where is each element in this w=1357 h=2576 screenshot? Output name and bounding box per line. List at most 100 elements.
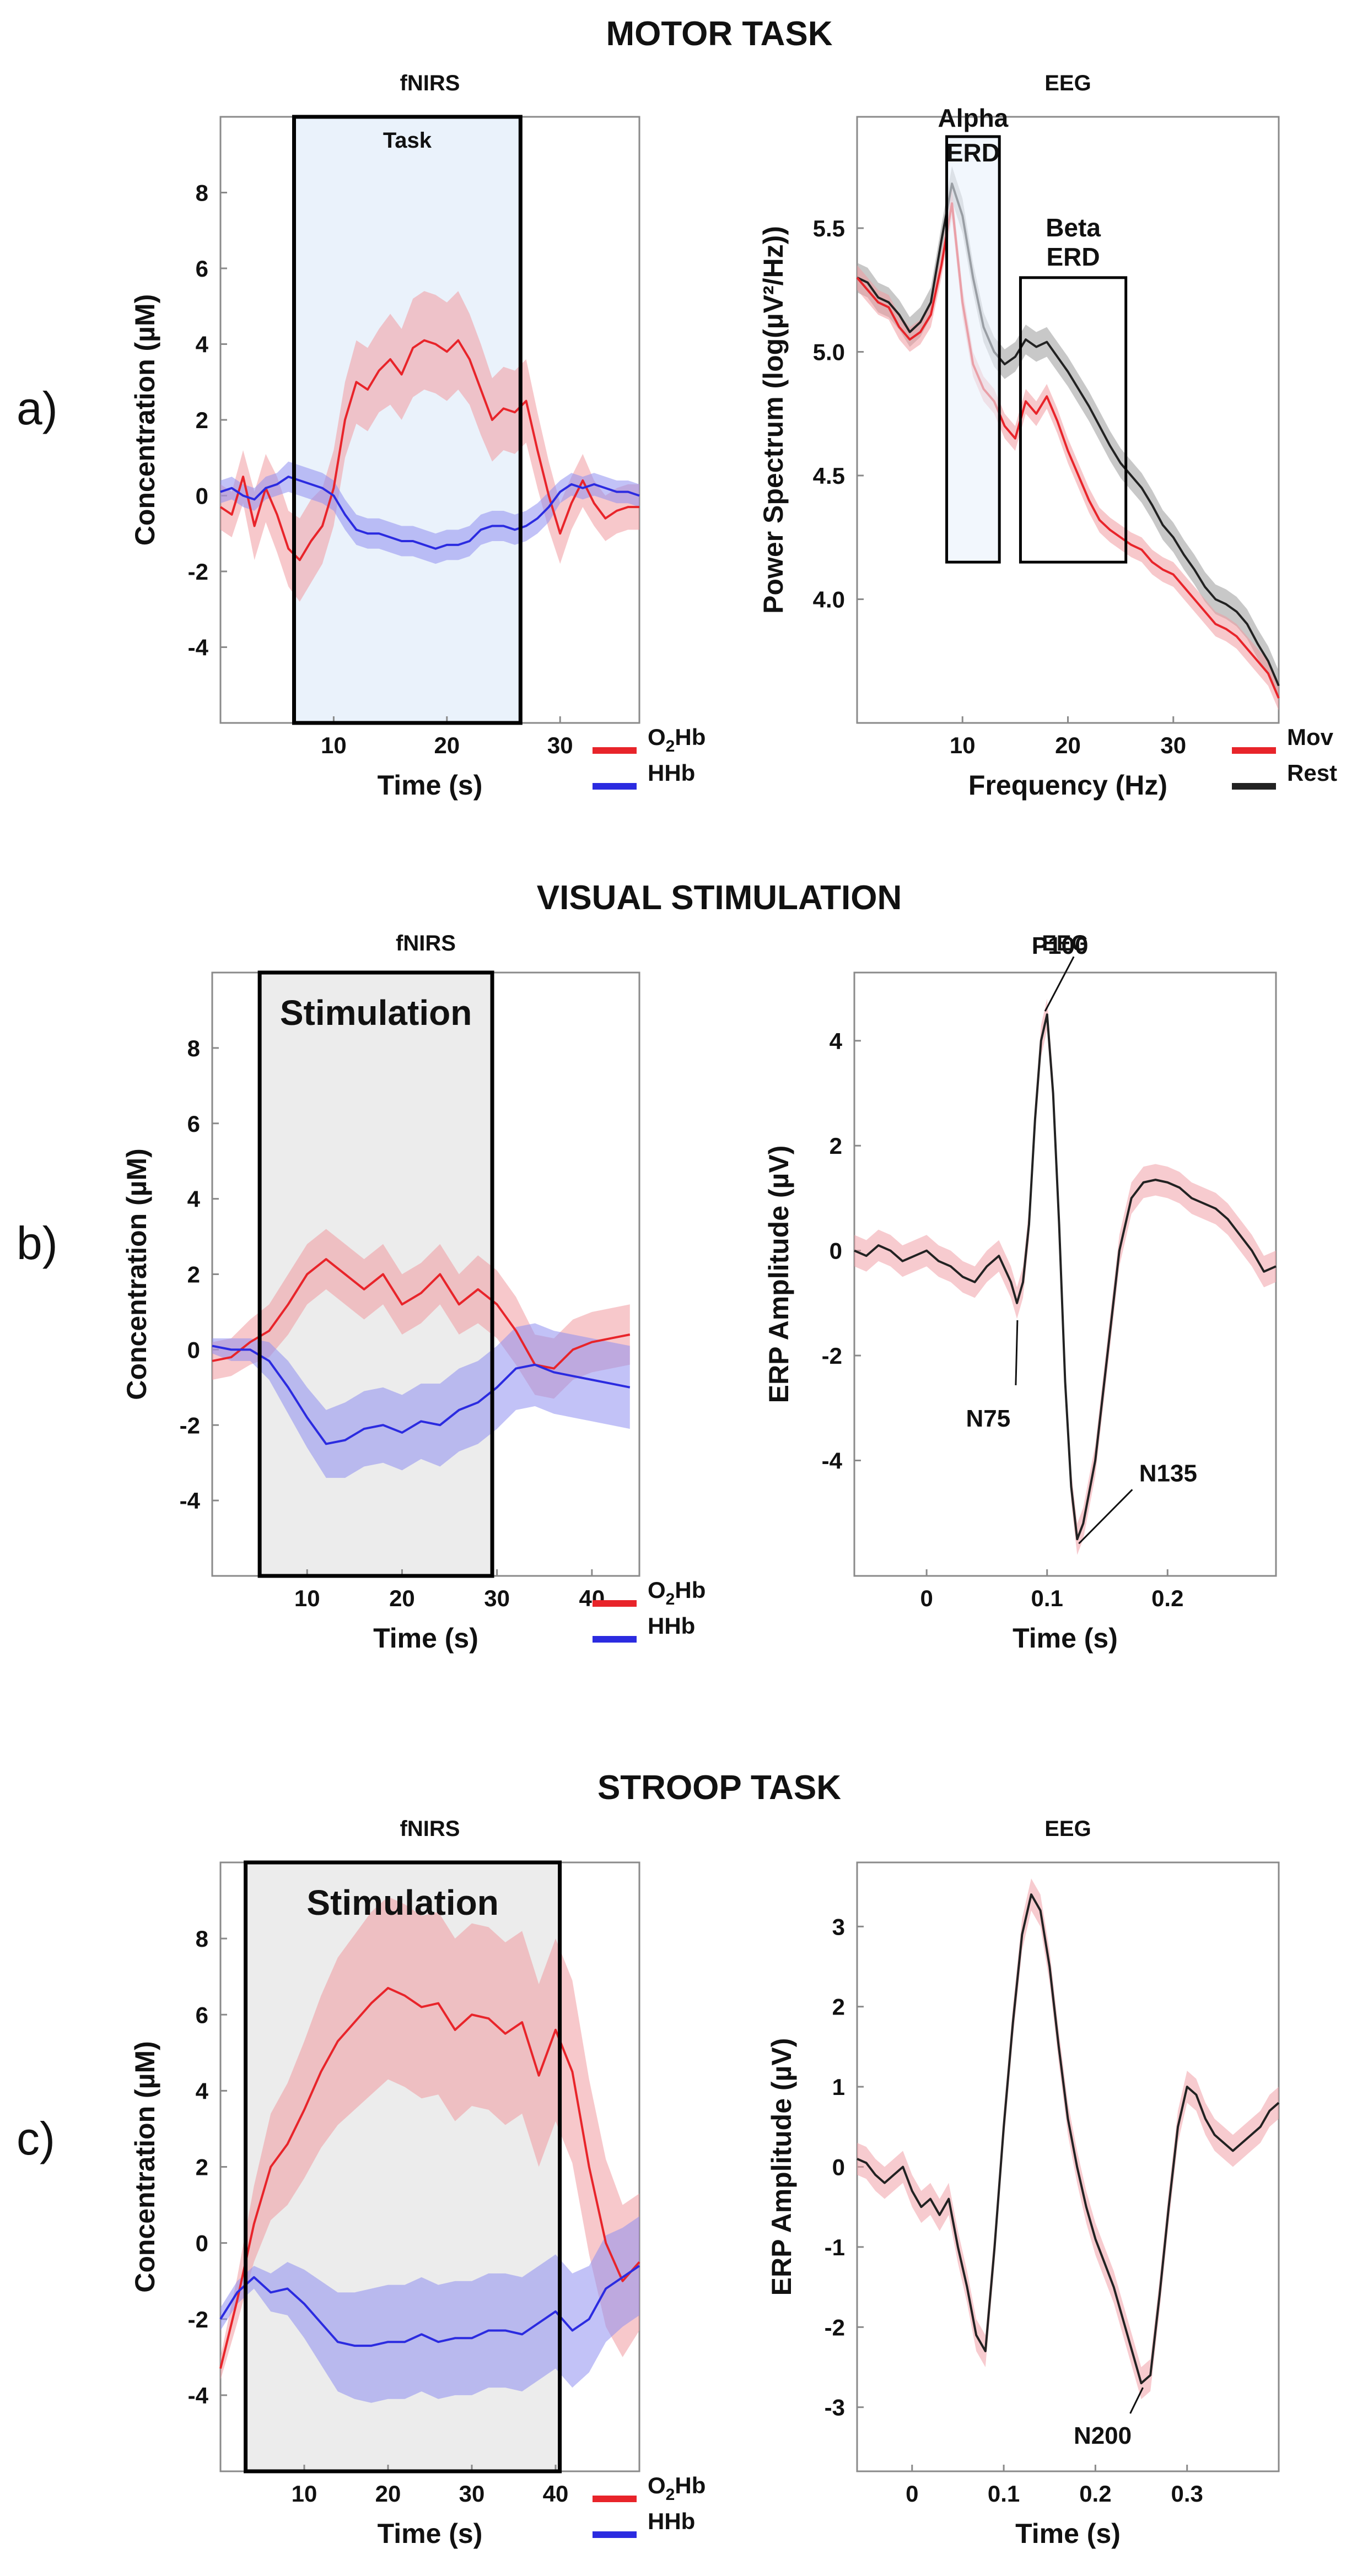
y-tick-label: 2 xyxy=(187,1262,200,1288)
x-tick-label: 30 xyxy=(547,732,573,758)
plot-title: fNIRS xyxy=(400,71,460,95)
x-tick-label: 0.2 xyxy=(1079,2481,1111,2507)
y-tick-label: 6 xyxy=(187,1111,200,1137)
x-tick-label: 10 xyxy=(294,1585,320,1611)
x-axis-label: Time (s) xyxy=(1015,2518,1121,2549)
annotation-arrow xyxy=(1129,2387,1144,2414)
legend-label: O2Hb xyxy=(648,2472,706,2504)
panel-label-c: c) xyxy=(17,2113,55,2164)
erd-box xyxy=(945,135,1001,564)
y-tick-label: 2 xyxy=(196,407,208,433)
erd-box-label: Beta xyxy=(1046,213,1101,242)
plot-frame xyxy=(853,971,1277,1577)
x-tick-label: 0.1 xyxy=(988,2481,1020,2507)
chart-motor_eeg: 10 20 304.04.55.05.5AlphaERDBetaERDEEGFreq… xyxy=(758,71,1337,801)
erd-box xyxy=(1019,276,1128,564)
annotation-label: N200 xyxy=(1074,2422,1132,2449)
panel-label-a: a) xyxy=(17,382,58,434)
x-tick-label: 10 xyxy=(950,732,976,758)
x-tick-label: 40 xyxy=(543,2481,569,2507)
y-axis-label: Concentration (µM) xyxy=(130,294,160,546)
legend-label: HHb xyxy=(648,2508,695,2534)
x-tick-label: 0 xyxy=(920,1585,933,1611)
y-tick-label: 6 xyxy=(196,256,208,282)
y-tick-label: 8 xyxy=(196,1926,208,1952)
y-tick-label: -2 xyxy=(188,559,208,585)
x-tick-label: 0.1 xyxy=(1031,1585,1063,1611)
chart-stroop_fnirs: 10 20 30 40 -4 -2 0 2 4 6 8 Stimulation fNIRS Time (s… xyxy=(130,1817,706,2549)
section-title-stroop: STROOP TASK xyxy=(597,1769,841,1807)
y-tick-label: -4 xyxy=(822,1448,843,1474)
y-tick-label: -2 xyxy=(822,1343,842,1369)
y-tick-label: -1 xyxy=(825,2234,845,2260)
y-tick-label: 4 xyxy=(196,2078,209,2104)
erd-box-label: Alpha xyxy=(938,104,1008,132)
y-tick-label: 6 xyxy=(196,2002,208,2028)
series-line-o2hb xyxy=(212,1258,631,1370)
y-tick-label: 8 xyxy=(196,180,208,206)
y-tick-label: 4.5 xyxy=(813,463,845,489)
region-outline xyxy=(292,115,523,725)
series-band-o2hb xyxy=(220,1897,639,2380)
x-tick-label: 30 xyxy=(484,1585,510,1611)
series-line-hhb xyxy=(212,1344,631,1445)
panel-label-b: b) xyxy=(17,1217,58,1269)
x-axis-label: Time (s) xyxy=(378,2518,483,2549)
x-tick-label: 10 xyxy=(292,2481,317,2507)
series-line-hhb xyxy=(219,2265,640,2347)
y-tick-label: 4.0 xyxy=(813,587,845,613)
y-tick-label: 0 xyxy=(187,1337,200,1363)
plot-title: EEG xyxy=(1042,931,1088,955)
x-tick-label: 0.2 xyxy=(1151,1585,1183,1611)
series-band-hhb xyxy=(220,2216,639,2403)
x-tick-label: 20 xyxy=(434,732,460,758)
series-line-mov xyxy=(856,202,1280,699)
plot-title: EEG xyxy=(1044,71,1091,95)
series-line-erp xyxy=(857,1893,1280,2385)
x-tick-label: 40 xyxy=(579,1585,605,1611)
y-tick-label: -2 xyxy=(825,2314,845,2340)
y-tick-label: 1 xyxy=(832,2074,845,2100)
region-outline xyxy=(244,1860,562,2474)
y-axis-label: Concentration (µM) xyxy=(130,2041,160,2293)
y-tick-label: 4 xyxy=(830,1028,843,1054)
y-tick-label: -4 xyxy=(188,2383,209,2408)
x-axis-label: Time (s) xyxy=(378,770,483,801)
y-axis-label: Power Spectrum (log(µV²/Hz)) xyxy=(758,226,789,614)
x-tick-label: 0 xyxy=(906,2481,918,2507)
y-tick-label: 0 xyxy=(196,483,208,509)
y-tick-label: 2 xyxy=(196,2154,208,2180)
chart-visual_eeg: 0 0.1 0.2 -4 -2 0 2 4 P100 N75 N135 EEG Time (s) ERP … xyxy=(763,931,1277,1654)
y-axis-label: Concentration (µM) xyxy=(121,1148,152,1400)
y-tick-label: 4 xyxy=(196,332,209,358)
y-tick-label: 2 xyxy=(832,1994,845,2020)
x-tick-label: 20 xyxy=(375,2481,401,2507)
annotation-label: N75 xyxy=(966,1405,1011,1432)
x-axis-label: Frequency (Hz) xyxy=(968,770,1167,801)
series-line-o2hb xyxy=(219,1986,640,2369)
series-line-o2hb xyxy=(219,339,639,561)
annotation-arrow xyxy=(1078,1489,1133,1544)
legend-label: HHb xyxy=(648,760,695,786)
chart-stroop_eeg: 0 0.1 0.2 0.3 -3 -2 -1 0 1 2 3 N200 EEG Time (s) ERP A… xyxy=(766,1817,1280,2549)
y-axis-label: ERP Amplitude (µV) xyxy=(766,2038,797,2296)
y-tick-label: 0 xyxy=(832,2154,845,2180)
legend-label: Mov xyxy=(1287,724,1334,750)
plot-frame xyxy=(856,1861,1280,2472)
y-axis-label: ERP Amplitude (µV) xyxy=(763,1146,794,1403)
chart-motor_fnirs: 10 20 30 -4 -2 0 2 4 6 8 Task fNIRS Time (s) Concentr… xyxy=(130,71,706,801)
x-tick-label: 30 xyxy=(459,2481,485,2507)
region-label: Stimulation xyxy=(280,993,472,1033)
y-tick-label: 3 xyxy=(832,1914,845,1940)
series-band-erp xyxy=(857,1878,1279,2400)
section-title-motor: MOTOR TASK xyxy=(606,15,832,53)
plot-title: EEG xyxy=(1044,1817,1091,1841)
legend-label: O2Hb xyxy=(648,1577,706,1608)
series-line-hhb xyxy=(220,476,640,550)
erd-box-label: ERD xyxy=(946,138,1000,167)
x-axis-label: Time (s) xyxy=(373,1623,478,1654)
y-tick-label: -3 xyxy=(825,2395,845,2421)
plot-title: fNIRS xyxy=(396,931,456,955)
y-tick-label: -2 xyxy=(188,2307,208,2332)
legend-label: HHb xyxy=(648,1613,695,1639)
